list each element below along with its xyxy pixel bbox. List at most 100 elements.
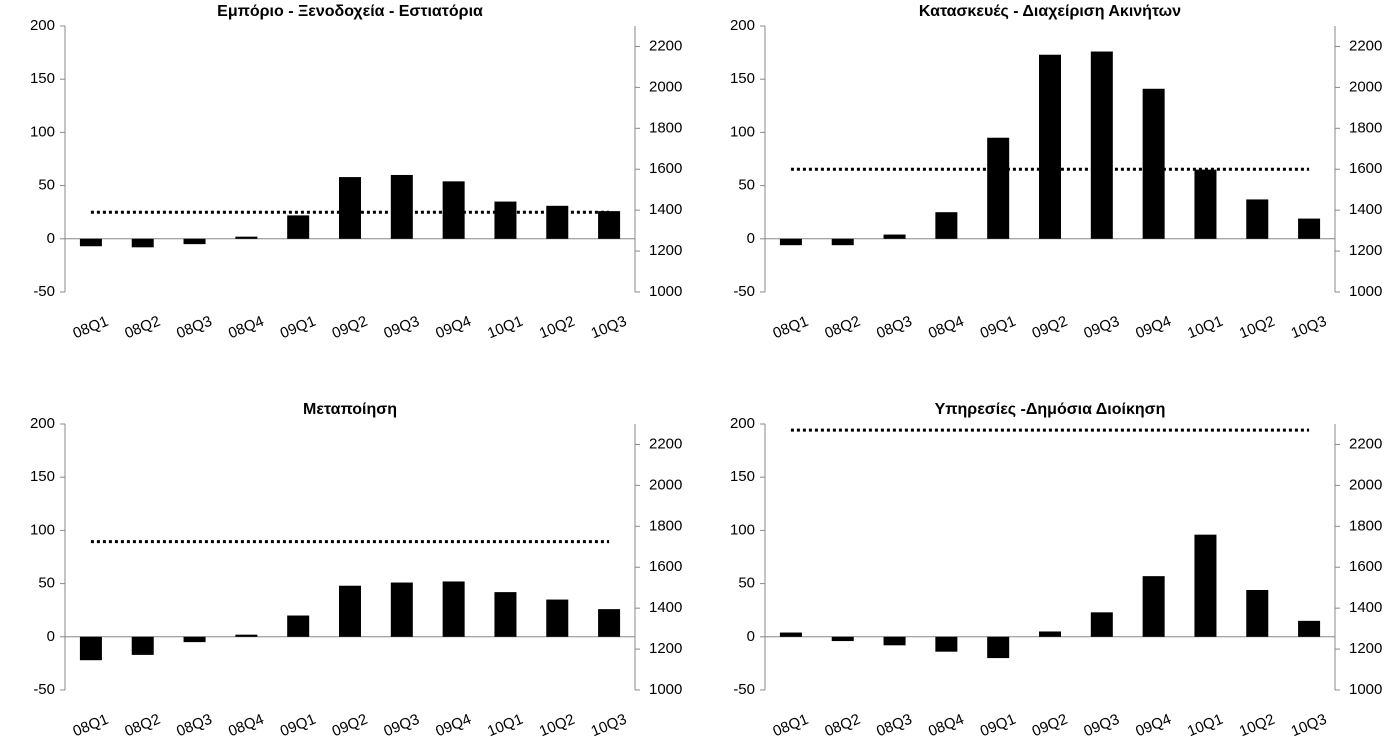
bar bbox=[987, 636, 1010, 659]
y2-tick-label: 1000 bbox=[1349, 283, 1382, 300]
y2-tick-label: 1000 bbox=[649, 681, 682, 698]
y-tick-label: 150 bbox=[30, 70, 55, 87]
x-tick-label: 08Q4 bbox=[226, 313, 266, 343]
bar bbox=[779, 632, 802, 637]
chart-panel: Εμπόριο - Ξενοδοχεία - Εστιατόρια -50 0 50 1… bbox=[30, 3, 682, 342]
bar bbox=[1039, 54, 1061, 239]
x-tick-label: 09Q2 bbox=[1030, 711, 1070, 737]
bar bbox=[598, 609, 621, 637]
y-tick-label: 150 bbox=[730, 468, 755, 485]
x-tick-label: 09Q3 bbox=[1081, 711, 1121, 737]
bar bbox=[183, 636, 206, 643]
y2-tick-label: 1800 bbox=[649, 517, 682, 534]
bar bbox=[1298, 620, 1321, 637]
bar bbox=[235, 634, 258, 637]
x-tick-label: 10Q1 bbox=[485, 711, 525, 737]
y-tick-label: 100 bbox=[30, 521, 55, 538]
bar bbox=[935, 212, 958, 239]
y-tick-label: 200 bbox=[730, 17, 755, 34]
bar bbox=[131, 238, 154, 248]
x-tick-label: 10Q3 bbox=[1289, 711, 1329, 737]
x-tick-label: 10Q3 bbox=[589, 711, 629, 737]
y2-tick-label: 2000 bbox=[1349, 78, 1382, 95]
y-tick-label: -50 bbox=[733, 283, 755, 300]
bar bbox=[287, 615, 310, 637]
bar bbox=[1298, 218, 1321, 239]
y-tick-label: 100 bbox=[30, 123, 55, 140]
x-tick-label: 08Q1 bbox=[771, 313, 811, 343]
y2-tick-label: 1400 bbox=[1349, 599, 1382, 616]
x-tick-label: 09Q4 bbox=[1133, 711, 1173, 737]
y-tick-label: 100 bbox=[730, 521, 755, 538]
y-tick-label: 150 bbox=[30, 468, 55, 485]
bar bbox=[831, 238, 854, 246]
y2-tick-label: 1200 bbox=[649, 242, 682, 259]
chart-title: Εμπόριο - Ξενοδοχεία - Εστιατόρια bbox=[217, 3, 483, 20]
y-tick-label: 0 bbox=[47, 230, 55, 247]
x-tick-label: 09Q3 bbox=[1081, 313, 1121, 343]
bar bbox=[1194, 169, 1217, 239]
bar bbox=[1246, 589, 1269, 637]
x-tick-label: 08Q2 bbox=[122, 711, 162, 737]
bar bbox=[442, 581, 465, 637]
y-tick-label: -50 bbox=[33, 681, 55, 698]
y2-tick-label: 1600 bbox=[649, 160, 682, 177]
x-tick-label: 09Q4 bbox=[433, 313, 473, 343]
x-tick-label: 08Q4 bbox=[926, 313, 966, 343]
x-tick-label: 08Q2 bbox=[822, 313, 862, 343]
y-tick-label: 0 bbox=[747, 628, 755, 645]
x-tick-label: 09Q1 bbox=[978, 711, 1018, 737]
y-tick-label: 150 bbox=[730, 70, 755, 87]
x-tick-label: 08Q1 bbox=[71, 711, 111, 737]
y-tick-label: 0 bbox=[47, 628, 55, 645]
bar bbox=[339, 177, 361, 239]
bar bbox=[1246, 199, 1269, 239]
x-tick-label: 10Q1 bbox=[1185, 711, 1225, 737]
bar bbox=[494, 201, 517, 239]
y-tick-label: -50 bbox=[733, 681, 755, 698]
y2-tick-label: 1400 bbox=[649, 599, 682, 616]
x-tick-label: 09Q3 bbox=[381, 313, 421, 343]
y2-tick-label: 1200 bbox=[1349, 640, 1382, 657]
x-tick-label: 08Q2 bbox=[122, 313, 162, 343]
bar bbox=[1142, 576, 1165, 637]
x-tick-label: 08Q1 bbox=[71, 313, 111, 343]
y-tick-label: 50 bbox=[738, 575, 755, 592]
x-tick-label: 10Q2 bbox=[1237, 313, 1277, 343]
bar bbox=[390, 582, 413, 637]
bar bbox=[131, 636, 154, 655]
y-tick-label: 200 bbox=[30, 17, 55, 34]
x-tick-label: 10Q3 bbox=[589, 313, 629, 343]
x-tick-label: 10Q2 bbox=[537, 313, 577, 343]
y2-tick-label: 1800 bbox=[649, 119, 682, 136]
y-tick-label: -50 bbox=[33, 283, 55, 300]
chart-panel: Υπηρεσίες -Δημόσια Διοίκηση -50 0 50 100 150 2… bbox=[730, 401, 1382, 737]
x-tick-label: 10Q2 bbox=[537, 711, 577, 737]
y2-tick-label: 1400 bbox=[1349, 201, 1382, 218]
bar bbox=[831, 636, 854, 642]
y-tick-label: 50 bbox=[38, 177, 55, 194]
y2-tick-label: 2200 bbox=[1349, 37, 1382, 54]
y2-tick-label: 1400 bbox=[649, 201, 682, 218]
x-tick-label: 08Q1 bbox=[771, 711, 811, 737]
x-tick-label: 08Q2 bbox=[822, 711, 862, 737]
bar bbox=[287, 215, 310, 239]
bar bbox=[987, 137, 1010, 239]
x-tick-label: 09Q4 bbox=[1133, 313, 1173, 343]
y2-tick-label: 1800 bbox=[1349, 517, 1382, 534]
chart-title: Υπηρεσίες -Δημόσια Διοίκηση bbox=[935, 401, 1166, 418]
y-tick-label: 0 bbox=[747, 230, 755, 247]
y2-tick-label: 1000 bbox=[649, 283, 682, 300]
chart-title: Κατασκευές - Διαχείριση Ακινήτων bbox=[919, 3, 1181, 20]
x-tick-label: 09Q2 bbox=[330, 711, 370, 737]
y2-tick-label: 2200 bbox=[649, 435, 682, 452]
x-tick-label: 09Q1 bbox=[978, 313, 1018, 343]
bar bbox=[883, 234, 906, 239]
x-tick-label: 08Q3 bbox=[874, 313, 914, 343]
y2-tick-label: 2200 bbox=[1349, 435, 1382, 452]
bar bbox=[235, 236, 258, 239]
y-tick-label: 200 bbox=[730, 415, 755, 432]
x-tick-label: 09Q3 bbox=[381, 711, 421, 737]
x-tick-label: 10Q2 bbox=[1237, 711, 1277, 737]
